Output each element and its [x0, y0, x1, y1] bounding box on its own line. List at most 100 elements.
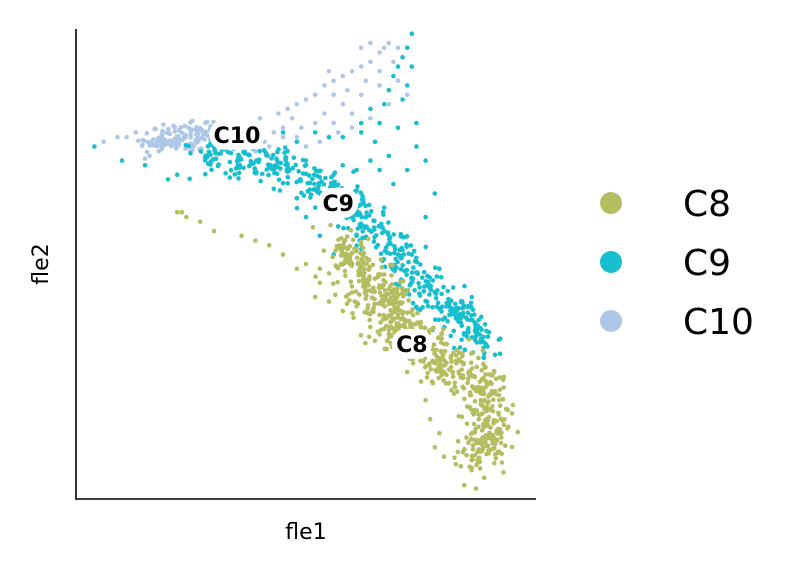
c8-point: [462, 396, 467, 402]
c9-point: [404, 45, 410, 51]
c9-point: [420, 275, 425, 280]
c8-point: [317, 266, 323, 272]
c10-point: [161, 122, 166, 127]
c9-point: [427, 292, 432, 297]
c8-point: [389, 282, 395, 287]
c8-point: [440, 326, 446, 332]
c8-point: [400, 323, 406, 328]
c8-point: [468, 371, 473, 376]
c9-point: [383, 245, 389, 250]
c8-point: [366, 277, 372, 283]
c8-point: [179, 210, 185, 215]
c8-point: [386, 301, 392, 307]
c9-point: [303, 158, 309, 163]
c8-point: [466, 376, 471, 382]
c8-point: [379, 265, 385, 270]
c8-point: [503, 406, 509, 412]
c9-point: [285, 167, 290, 172]
c8-point: [501, 385, 507, 390]
c8-point: [348, 279, 354, 285]
c9-point: [437, 266, 442, 272]
c9-point: [270, 165, 275, 170]
c9-point: [401, 252, 407, 257]
c8-point: [346, 292, 351, 297]
c8-point: [490, 408, 496, 414]
c8-point: [459, 367, 465, 372]
c9-point: [485, 334, 491, 340]
c8-point: [436, 375, 442, 381]
c9-point: [310, 176, 315, 182]
c8-point: [376, 272, 381, 277]
c9-point: [303, 214, 309, 220]
c8-point: [453, 461, 459, 467]
c8-point: [392, 306, 398, 311]
c8-point: [480, 446, 486, 451]
c9-point: [236, 176, 241, 181]
c8-point: [422, 325, 428, 331]
c10-point: [257, 116, 263, 121]
c9-point: [481, 354, 487, 360]
c8-point: [490, 397, 496, 403]
c8-point: [470, 446, 476, 452]
c8-point: [483, 385, 488, 390]
c10-point: [377, 50, 382, 55]
c9-point: [305, 180, 311, 186]
c8-point: [468, 407, 474, 412]
c9-point: [205, 144, 211, 149]
c9-point: [404, 167, 410, 173]
c9-point: [406, 292, 412, 297]
c8-point: [436, 335, 441, 340]
c8-point: [310, 225, 316, 230]
c9-point: [259, 171, 265, 177]
c8-point: [477, 459, 483, 465]
c8-point: [294, 266, 300, 272]
c9-point: [420, 305, 425, 310]
c10-point: [171, 123, 176, 128]
c9-point: [253, 171, 259, 176]
c8-cluster-label: C8: [396, 333, 427, 358]
c8-point: [452, 455, 457, 461]
c8-point: [326, 299, 332, 304]
c8-point: [367, 257, 372, 263]
c8-point: [423, 398, 428, 403]
c8-point: [497, 403, 503, 409]
c9-point: [326, 134, 332, 140]
c9-point: [496, 337, 502, 342]
c9-point: [432, 289, 438, 295]
c9-point: [208, 152, 213, 158]
c8-point: [476, 417, 482, 422]
c8-point: [480, 403, 485, 408]
c9-cluster-label: C9: [322, 192, 353, 217]
c9-point: [277, 188, 283, 193]
c10-point: [133, 130, 139, 135]
c10-point: [151, 137, 156, 142]
c8-point: [466, 336, 472, 342]
c9-point: [386, 87, 392, 93]
c8-point: [490, 433, 496, 438]
c9-point: [448, 308, 453, 314]
c9-point: [298, 178, 303, 184]
c8-point: [358, 239, 364, 245]
legend-label-c9: C9: [683, 243, 731, 284]
c8-point: [439, 331, 444, 336]
c9-point: [423, 214, 428, 220]
c8-point: [354, 304, 359, 309]
c9-point: [354, 167, 359, 173]
c8-point: [481, 424, 487, 430]
c8-point: [371, 306, 376, 311]
c9-point: [202, 158, 208, 163]
c8-point: [478, 397, 484, 403]
c8-point: [460, 449, 466, 455]
c8-point: [499, 451, 505, 457]
c9-point: [290, 166, 295, 171]
c8-point: [486, 414, 492, 420]
c9-point: [492, 352, 498, 358]
c8-point: [328, 222, 333, 228]
c9-point: [379, 230, 385, 236]
legend: C8 C9 C10: [600, 184, 754, 343]
c8-point: [363, 296, 369, 301]
c9-point: [423, 158, 428, 163]
c10-point: [194, 132, 200, 137]
c8-point: [460, 373, 466, 378]
c9-point: [412, 258, 418, 264]
